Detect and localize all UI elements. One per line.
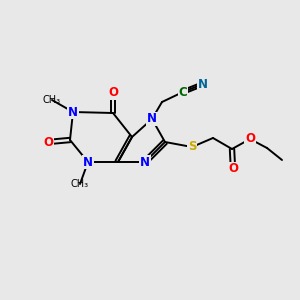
Text: N: N (83, 155, 93, 169)
Text: S: S (188, 140, 196, 154)
Text: N: N (147, 112, 157, 125)
Text: O: O (245, 133, 255, 146)
Text: C: C (178, 85, 188, 98)
Text: O: O (108, 86, 118, 100)
Text: CH₃: CH₃ (71, 179, 89, 189)
Text: O: O (43, 136, 53, 148)
Text: O: O (228, 163, 238, 176)
Text: CH₃: CH₃ (43, 95, 61, 105)
Text: N: N (68, 106, 78, 118)
Text: N: N (140, 155, 150, 169)
Text: N: N (198, 77, 208, 91)
